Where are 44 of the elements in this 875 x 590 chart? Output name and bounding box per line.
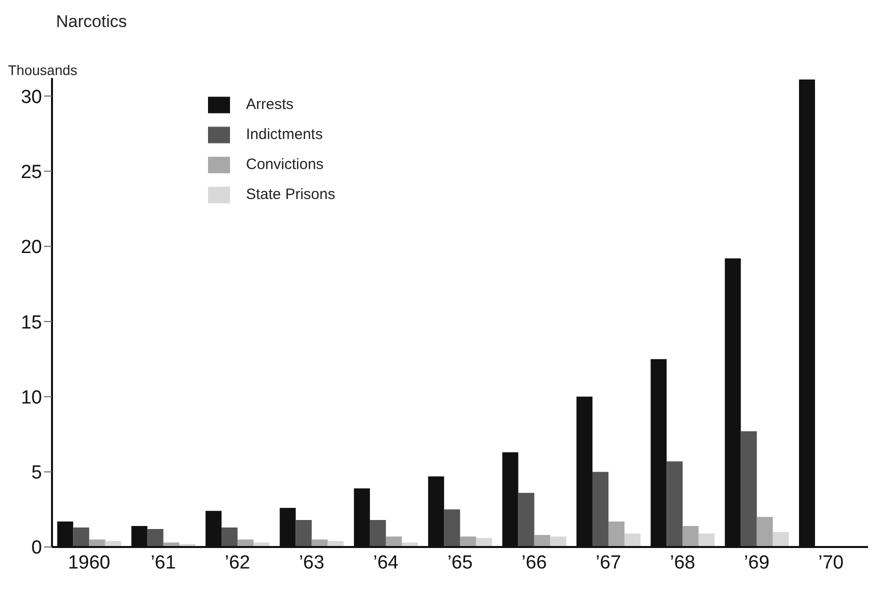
bar: [698, 533, 715, 547]
bar: [460, 536, 476, 547]
x-tick-label: ’63: [298, 552, 324, 574]
x-tick-label: ’65: [447, 552, 473, 574]
bar: [147, 528, 164, 547]
x-tick-label: ’66: [522, 552, 547, 574]
bar: [772, 532, 789, 547]
bar: [666, 461, 683, 547]
x-tick-label: ’62: [224, 552, 250, 574]
x-tick-label: ’67: [596, 552, 622, 574]
bar: [592, 472, 608, 547]
x-tick-label: ’69: [744, 552, 770, 574]
y-tick-label: 25: [20, 162, 42, 183]
x-tick-label: ’70: [818, 552, 844, 574]
x-tick-label: ’61: [150, 552, 176, 574]
bar: [550, 536, 566, 547]
bar: [222, 527, 238, 547]
legend-label: Convictions: [246, 156, 324, 173]
chart-title: Narcotics: [56, 12, 127, 32]
x-tick-label: ’68: [670, 552, 696, 574]
y-tick-label: 10: [20, 387, 42, 408]
x-tick-label: ’64: [373, 552, 399, 574]
legend-label: Arrests: [246, 96, 294, 113]
bar: [740, 431, 757, 547]
bar: [608, 521, 624, 547]
bar: [73, 527, 90, 547]
bar: [534, 534, 550, 547]
y-tick-label: 15: [20, 312, 42, 334]
bar: [756, 516, 773, 547]
y-tick-label: 5: [31, 462, 42, 484]
bar: [444, 509, 460, 547]
bar: [518, 492, 534, 547]
x-tick-label: 1960: [68, 552, 110, 574]
bar: [624, 533, 640, 547]
bar: [296, 520, 312, 547]
legend-label: Indictments: [246, 126, 323, 143]
bar: [386, 536, 402, 547]
y-axis-title: Thousands: [8, 62, 78, 78]
bar: [682, 526, 699, 547]
y-tick-label: 0: [31, 538, 42, 559]
y-tick-label: 30: [20, 86, 42, 108]
legend-label: State Prisons: [246, 186, 336, 203]
bar: [370, 520, 386, 547]
y-tick-label: 20: [20, 237, 42, 258]
